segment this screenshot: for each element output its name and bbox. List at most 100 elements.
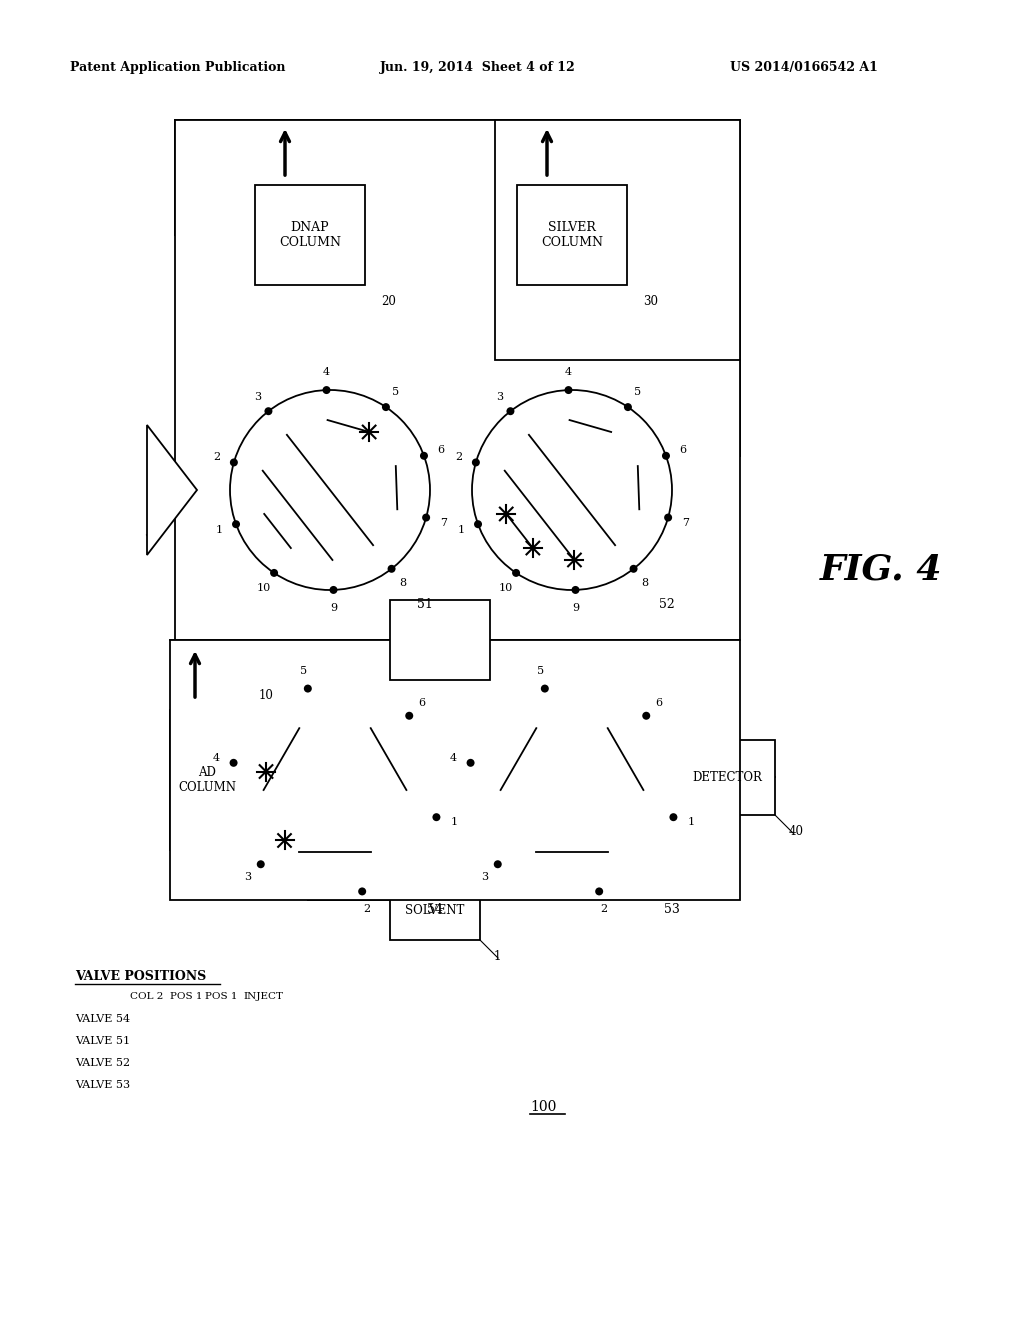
Text: VALVE POSITIONS: VALVE POSITIONS xyxy=(75,970,206,983)
Text: VALVE 52: VALVE 52 xyxy=(75,1059,130,1068)
Text: 2: 2 xyxy=(364,904,371,913)
Text: 53: 53 xyxy=(664,903,680,916)
Circle shape xyxy=(230,685,440,895)
Text: 2: 2 xyxy=(455,453,462,462)
Text: US 2014/0166542 A1: US 2014/0166542 A1 xyxy=(730,62,878,74)
Circle shape xyxy=(432,813,440,821)
Circle shape xyxy=(472,389,672,590)
Text: 7: 7 xyxy=(682,517,689,528)
Circle shape xyxy=(387,565,395,573)
Circle shape xyxy=(507,407,514,416)
Circle shape xyxy=(270,569,279,577)
Text: 8: 8 xyxy=(399,578,407,587)
Text: DETECTOR: DETECTOR xyxy=(692,771,763,784)
Bar xyxy=(170,640,740,900)
Circle shape xyxy=(420,451,428,459)
Text: 10: 10 xyxy=(259,689,273,702)
Text: INJECT: INJECT xyxy=(243,993,283,1001)
Text: 6: 6 xyxy=(679,445,686,454)
Bar xyxy=(255,185,365,285)
Text: 100: 100 xyxy=(530,1100,556,1114)
Text: 4: 4 xyxy=(564,367,571,378)
Bar xyxy=(175,120,740,640)
Text: Patent Application Publication: Patent Application Publication xyxy=(70,62,286,74)
Text: 1: 1 xyxy=(687,817,694,826)
Text: DNAP
COLUMN: DNAP COLUMN xyxy=(279,220,341,249)
Text: 1: 1 xyxy=(451,817,458,826)
Text: 10: 10 xyxy=(257,583,271,593)
Circle shape xyxy=(229,759,238,767)
Text: 2: 2 xyxy=(600,904,607,913)
Circle shape xyxy=(494,861,502,869)
Circle shape xyxy=(230,389,430,590)
Circle shape xyxy=(670,813,678,821)
Polygon shape xyxy=(147,425,197,554)
Text: 10: 10 xyxy=(499,583,513,593)
Circle shape xyxy=(595,887,603,895)
Text: 30: 30 xyxy=(643,294,658,308)
Circle shape xyxy=(624,403,632,411)
Text: 5: 5 xyxy=(537,667,544,676)
Circle shape xyxy=(467,685,677,895)
Text: VALVE 51: VALVE 51 xyxy=(75,1036,130,1045)
Text: 4: 4 xyxy=(213,754,220,763)
Text: 3: 3 xyxy=(496,392,503,403)
Text: POS 1: POS 1 xyxy=(205,993,238,1001)
Circle shape xyxy=(229,458,238,466)
Circle shape xyxy=(232,520,240,528)
Text: POS 1: POS 1 xyxy=(170,993,203,1001)
Circle shape xyxy=(330,586,338,594)
Text: 8: 8 xyxy=(641,578,648,587)
Text: 5: 5 xyxy=(300,667,307,676)
Text: 6: 6 xyxy=(655,698,663,708)
Text: 40: 40 xyxy=(790,825,804,838)
Circle shape xyxy=(358,887,367,895)
Text: 1: 1 xyxy=(494,950,502,964)
Bar xyxy=(390,880,480,940)
Circle shape xyxy=(571,586,580,594)
Text: 6: 6 xyxy=(437,445,444,454)
Circle shape xyxy=(472,458,480,466)
Circle shape xyxy=(512,569,520,577)
Text: 4: 4 xyxy=(323,367,330,378)
Circle shape xyxy=(474,520,482,528)
Text: Jun. 19, 2014  Sheet 4 of 12: Jun. 19, 2014 Sheet 4 of 12 xyxy=(380,62,575,74)
Circle shape xyxy=(257,861,265,869)
Bar xyxy=(680,741,775,814)
Text: 3: 3 xyxy=(245,873,252,882)
Circle shape xyxy=(564,385,572,395)
Circle shape xyxy=(467,759,474,767)
Circle shape xyxy=(323,385,331,395)
Circle shape xyxy=(541,685,549,693)
Text: 3: 3 xyxy=(254,392,261,403)
Circle shape xyxy=(406,711,414,719)
Text: 3: 3 xyxy=(481,873,488,882)
Text: 2: 2 xyxy=(213,453,220,462)
Text: 4: 4 xyxy=(450,754,457,763)
Circle shape xyxy=(304,685,312,693)
Text: 1: 1 xyxy=(216,525,222,536)
Circle shape xyxy=(382,403,390,411)
Text: 7: 7 xyxy=(440,517,446,528)
Circle shape xyxy=(662,451,670,459)
Text: 5: 5 xyxy=(392,387,399,397)
Text: 5: 5 xyxy=(635,387,642,397)
Text: AD
COLUMN: AD COLUMN xyxy=(178,766,237,795)
Bar xyxy=(390,601,490,680)
Circle shape xyxy=(665,513,672,521)
Circle shape xyxy=(642,711,650,719)
Bar xyxy=(517,185,627,285)
Text: 1: 1 xyxy=(458,525,465,536)
Text: VALVE 53: VALVE 53 xyxy=(75,1080,130,1090)
Bar xyxy=(495,120,740,360)
Text: 51: 51 xyxy=(417,598,433,611)
Circle shape xyxy=(630,565,638,573)
Text: 9: 9 xyxy=(331,603,338,612)
Circle shape xyxy=(264,407,272,416)
Text: VALVE 54: VALVE 54 xyxy=(75,1014,130,1024)
Text: FIG. 4: FIG. 4 xyxy=(820,553,942,587)
Text: COL 2: COL 2 xyxy=(130,993,164,1001)
Text: 52: 52 xyxy=(659,598,675,611)
Text: SOLVENT: SOLVENT xyxy=(406,903,465,916)
Text: 6: 6 xyxy=(419,698,426,708)
